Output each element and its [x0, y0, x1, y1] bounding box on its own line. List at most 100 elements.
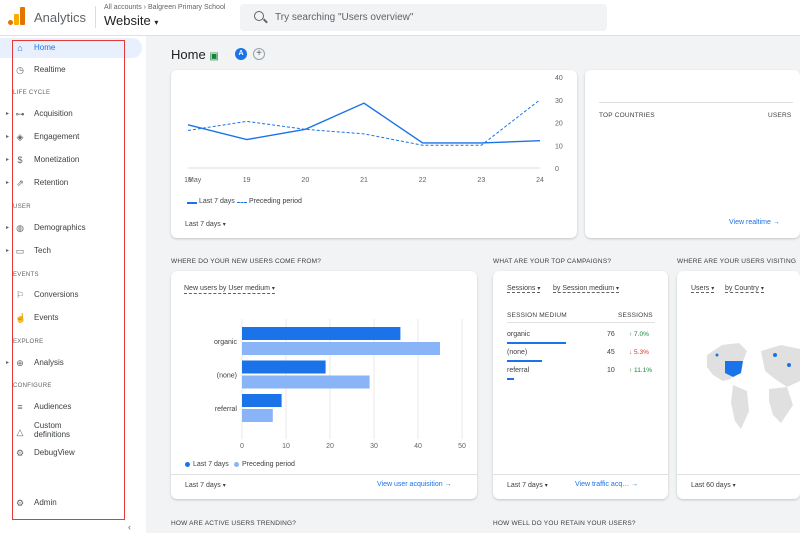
sidebar-item-debugview[interactable]: ⚙ DebugView	[0, 443, 142, 463]
bar-previous	[242, 409, 273, 422]
date-range-dropdown[interactable]: Last 7 days ▾	[185, 221, 226, 228]
bar-previous	[242, 342, 440, 355]
x-tick-label: 50	[458, 443, 466, 450]
row-medium: referral	[507, 367, 530, 374]
x-tick-label: 18	[184, 177, 192, 184]
section-events: EVENTS	[13, 272, 39, 278]
date-range-dropdown[interactable]: Last 60 days ▾	[691, 482, 736, 489]
bar-previous	[242, 375, 370, 389]
bar-current	[242, 327, 401, 340]
x-tick-label: 21	[360, 177, 368, 184]
divider	[507, 322, 655, 323]
date-range-dropdown[interactable]: Last 7 days ▾	[185, 482, 226, 489]
campaigns-card: Sessions ▾ by Session medium ▾ SESSION M…	[493, 271, 668, 499]
sidebar-item-label: Retention	[34, 178, 69, 187]
sidebar-item-engagement[interactable]: ▸ ◈ Engagement	[0, 127, 142, 147]
sidebar-item-audiences[interactable]: ≡ Audiences	[0, 397, 142, 417]
campaigns-dimension-text: by Session medium	[553, 285, 615, 292]
sidebar-item-label: Demographics	[34, 223, 86, 232]
x-tick-label: 10	[282, 443, 290, 450]
x-tick-label: 20	[326, 443, 334, 450]
divider	[95, 6, 96, 28]
sidebar-item-custom-definitions[interactable]: △ Custom definitions	[0, 420, 142, 444]
x-tick-label: 24	[536, 177, 544, 184]
sidebar-item-label: Acquisition	[34, 109, 73, 118]
acquisition-dimension-selector[interactable]: New users by User medium ▾	[184, 285, 275, 294]
sidebar-item-demographics[interactable]: ▸ ◍ Demographics	[0, 218, 142, 238]
sidebar-item-events[interactable]: ☝ Events	[0, 308, 142, 328]
search-bar[interactable]: Try searching "Users overview"	[240, 4, 607, 31]
map-heading: WHERE ARE YOUR USERS VISITING	[677, 258, 797, 265]
map-dimension-selector[interactable]: by Country ▾	[725, 285, 764, 293]
analytics-logo-icon[interactable]	[8, 7, 26, 25]
sidebar-item-label: Monetization	[34, 155, 80, 164]
avatar[interactable]: A	[235, 48, 247, 60]
x-axis-month-label: May	[188, 177, 202, 184]
x-tick-label: 30	[370, 443, 378, 450]
sidebar-item-admin[interactable]: ⚙ Admin	[0, 493, 142, 513]
bar-current	[242, 360, 326, 374]
x-tick-label: 23	[477, 177, 485, 184]
view-realtime-link[interactable]: View realtime →	[729, 219, 780, 226]
report-icon[interactable]: ▣	[209, 51, 219, 62]
sidebar-item-realtime[interactable]: ◷ Realtime	[0, 60, 142, 80]
sidebar-item-label: Events	[34, 313, 59, 322]
flag-icon: ⚐	[15, 290, 25, 300]
analysis-icon: ⊕	[16, 358, 24, 368]
add-comparison-button[interactable]: +	[253, 48, 265, 60]
chevron-right-icon: ▸	[6, 111, 10, 117]
table-row[interactable]: referral 10 ↑ 11.1%	[507, 367, 655, 383]
map-metric-text: Users	[691, 285, 710, 292]
map-dimension-text: by Country	[725, 285, 759, 292]
date-range-text: Last 60 days	[691, 482, 731, 489]
date-range-dropdown[interactable]: Last 7 days ▾	[507, 482, 548, 489]
acquisition-heading: WHERE DO YOUR NEW USERS COME FROM?	[171, 258, 322, 265]
clock-icon: ◷	[16, 65, 24, 75]
row-sessions: 10	[607, 367, 615, 374]
campaigns-metric-selector[interactable]: Sessions ▾	[507, 285, 541, 293]
table-row[interactable]: organic 76 ↑ 7.0%	[507, 331, 655, 347]
sidebar-item-analysis[interactable]: ▸ ⊕ Analysis	[0, 353, 142, 373]
map-metric-selector[interactable]: Users ▾	[691, 285, 715, 293]
chevron-down-icon: ▾	[732, 483, 736, 489]
property-selector[interactable]: Website ▾	[104, 13, 158, 28]
account-breadcrumb[interactable]: All accounts › Balgreen Primary School	[104, 4, 226, 11]
view-traffic-acquisition-link[interactable]: View traffic acq… →	[575, 481, 639, 488]
sidebar-item-home[interactable]: ⌂ Home	[0, 38, 142, 58]
map-usa-highlight	[725, 361, 743, 377]
section-user: USER	[13, 204, 31, 210]
active-users-heading: HOW ARE ACTIVE USERS TRENDING?	[171, 520, 297, 527]
bar-current	[242, 394, 282, 407]
y-tick-label: 10	[555, 143, 563, 150]
acquisition-selector-text: New users by User medium	[184, 285, 270, 292]
map-card: Users ▾ by Country ▾ Last 60 days ▾	[677, 271, 800, 499]
y-tick-label: 30	[555, 98, 563, 105]
collapse-sidebar-icon[interactable]: ‹	[128, 522, 131, 532]
chevron-right-icon: ▸	[6, 248, 10, 254]
chevron-down-icon: ▾	[544, 483, 548, 489]
sidebar-item-monetization[interactable]: ▸ $ Monetization	[0, 150, 142, 170]
search-input[interactable]: Try searching "Users overview"	[275, 12, 414, 23]
sidebar-item-retention[interactable]: ▸ ⇗ Retention	[0, 173, 142, 193]
legend-current-swatch	[187, 202, 197, 204]
users-trend-card: 40 30 20 10 0 18 19 20 21 22 23 24 May Last 7 days …	[171, 70, 577, 238]
sidebar-item-acquisition[interactable]: ▸ ⊶ Acquisition	[0, 104, 142, 124]
series-line-current	[187, 102, 541, 144]
campaigns-metric-text: Sessions	[507, 285, 536, 292]
chevron-right-icon: ▸	[6, 180, 10, 186]
chevron-right-icon: ▸	[6, 134, 10, 140]
map-highlight-dot	[715, 353, 719, 357]
sidebar-item-conversions[interactable]: ⚐ Conversions	[0, 285, 142, 305]
x-tick-label: 22	[419, 177, 427, 184]
table-row[interactable]: (none) 45 ↓ 5.3%	[507, 349, 655, 365]
audiences-icon: ≡	[17, 402, 23, 412]
legend-current: Last 7 days	[199, 198, 235, 205]
campaigns-dimension-selector[interactable]: by Session medium ▾	[553, 285, 620, 293]
sidebar-item-tech[interactable]: ▸ ▭ Tech	[0, 241, 142, 261]
page-title-text: Home	[171, 47, 206, 62]
view-user-acquisition-link[interactable]: View user acquisition →	[377, 481, 452, 488]
search-icon	[254, 11, 264, 21]
dollar-icon: $	[17, 155, 23, 165]
row-medium: (none)	[507, 349, 528, 356]
divider	[493, 474, 668, 475]
